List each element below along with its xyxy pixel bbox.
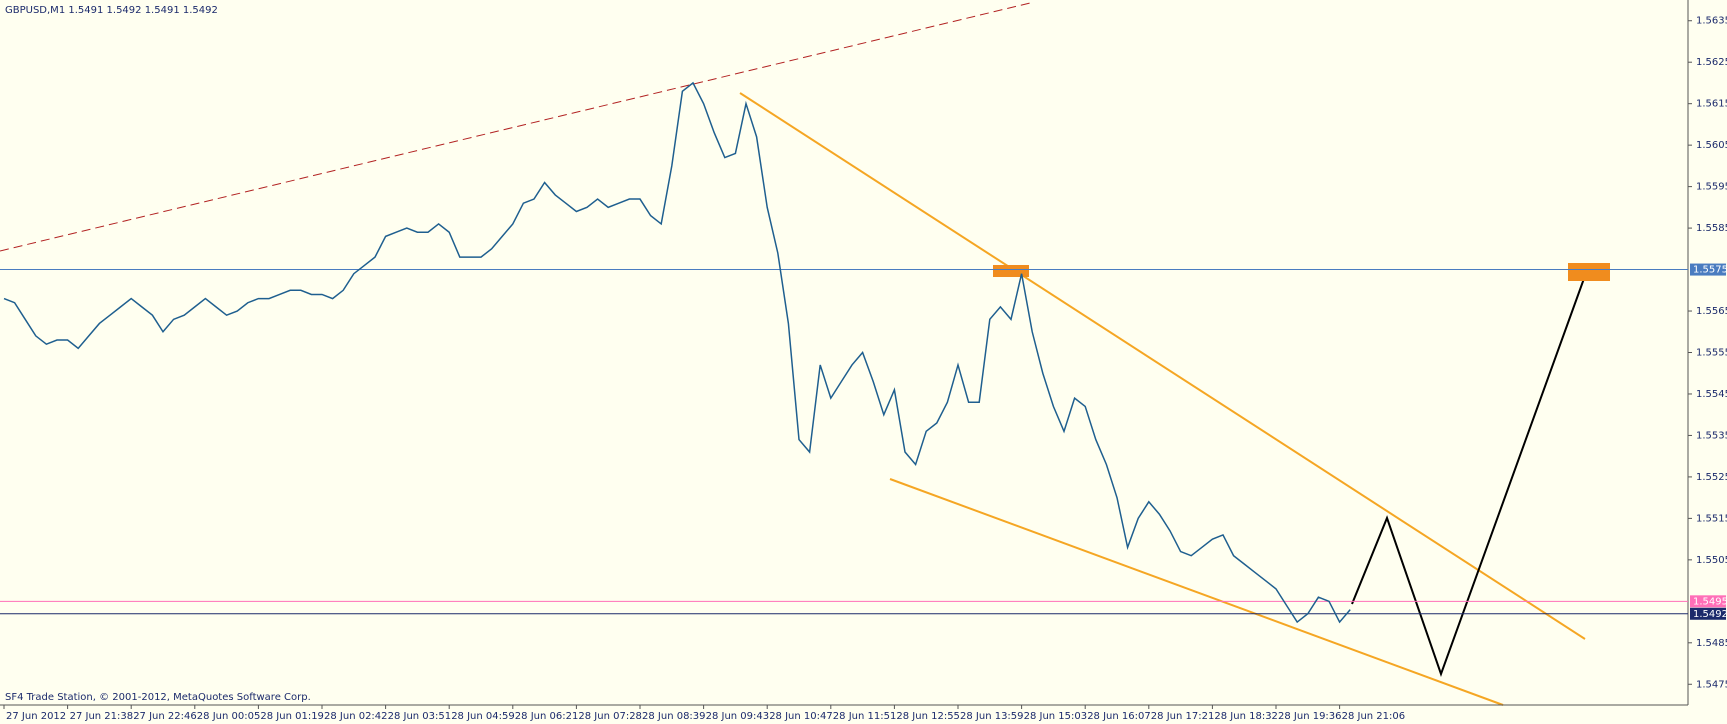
- price-label-box: [1690, 263, 1726, 276]
- y-tick-label: 1.5635: [1696, 16, 1727, 27]
- y-tick-label: 1.5605: [1696, 140, 1727, 151]
- x-tick-label: 28 Jun 17:21: [1151, 711, 1215, 722]
- y-tick-label: 1.5505: [1696, 555, 1727, 566]
- x-tick-label: 28 Jun 03:51: [388, 711, 452, 722]
- x-tick-label: 27 Jun 2012: [6, 711, 66, 722]
- footer: SF4 Trade Station, © 2001-2012, MetaQuot…: [5, 692, 311, 703]
- price-label-box: [1690, 607, 1726, 620]
- price-line-series: [3, 81, 1351, 624]
- x-tick-label: 28 Jun 01:19: [260, 711, 324, 722]
- x-tick-label: 28 Jun 15:03: [1024, 711, 1088, 722]
- x-tick-label: 28 Jun 18:32: [1214, 711, 1278, 722]
- y-tick-label: 1.5555: [1696, 348, 1727, 359]
- y-tick-label: 1.5545: [1696, 389, 1727, 400]
- price-label-box: [1690, 595, 1726, 608]
- x-tick-label: 28 Jun 16:07: [1087, 711, 1151, 722]
- y-tick-label: 1.5535: [1696, 430, 1727, 441]
- x-tick-label: 28 Jun 13:59: [960, 711, 1024, 722]
- channel-upper: [739, 92, 1586, 640]
- x-tick-label: 28 Jun 02:42: [324, 711, 388, 722]
- price-label: 1.5495: [1693, 596, 1727, 607]
- y-tick-label: 1.5525: [1696, 472, 1727, 483]
- channel-lower: [889, 478, 1504, 706]
- x-tick-label: 28 Jun 04:59: [451, 711, 515, 722]
- x-tick-label: 28 Jun 21:06: [1342, 711, 1406, 722]
- x-tick-label: 27 Jun 22:46: [133, 711, 197, 722]
- price-label: 1.5492: [1693, 609, 1727, 620]
- x-tick-label: 28 Jun 10:47: [769, 711, 833, 722]
- price-label: 1.5575: [1693, 265, 1727, 276]
- y-tick-label: 1.5615: [1696, 99, 1727, 110]
- x-tick-label: 28 Jun 12:55: [896, 711, 960, 722]
- x-tick-label: 28 Jun 07:28: [578, 711, 642, 722]
- y-tick-label: 1.5565: [1696, 306, 1727, 317]
- x-tick-label: 28 Jun 09:43: [706, 711, 770, 722]
- x-tick-label: 28 Jun 00:05: [197, 711, 261, 722]
- target-box: [1568, 263, 1610, 281]
- y-tick-label: 1.5585: [1696, 223, 1727, 234]
- drawing-objects: [0, 2, 1610, 706]
- x-tick-label: 28 Jun 08:39: [642, 711, 706, 722]
- chart-title: GBPUSD,M1 1.5491 1.5492 1.5491 1.5492: [5, 5, 218, 16]
- y-tick-label: 1.5595: [1696, 182, 1727, 193]
- target-box: [993, 265, 1029, 277]
- y-tick-label: 1.5475: [1696, 679, 1727, 690]
- projection-zigzag: [1351, 272, 1587, 677]
- x-tick-label: 28 Jun 19:36: [1278, 711, 1342, 722]
- x-tick-label: 27 Jun 21:38: [70, 711, 134, 722]
- trend-line-dashed: [0, 2, 1031, 252]
- x-tick-label: 28 Jun 11:51: [833, 711, 897, 722]
- x-tick-label: 28 Jun 06:21: [515, 711, 579, 722]
- y-tick-label: 1.5515: [1696, 513, 1727, 524]
- y-tick-label: 1.5485: [1696, 638, 1727, 649]
- y-tick-label: 1.5625: [1696, 57, 1727, 68]
